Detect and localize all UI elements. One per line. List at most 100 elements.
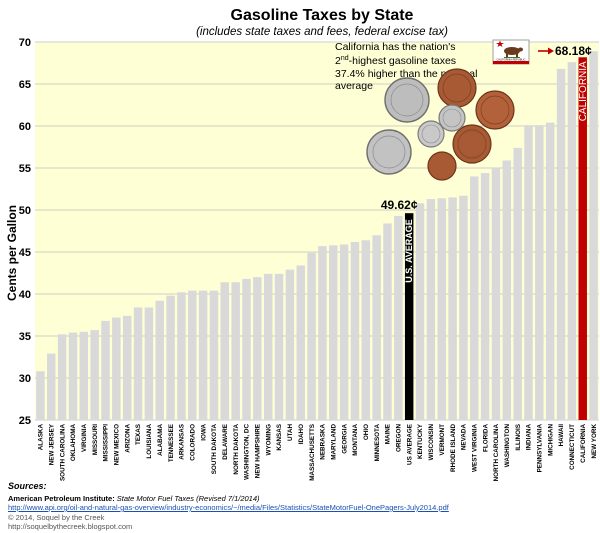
x-tick-label: IOWA	[200, 424, 207, 441]
x-tick-label: SOUTH DAKOTA	[211, 424, 218, 475]
bar-massachusetts	[307, 252, 316, 420]
x-tick-label: NORTH CAROLINA	[493, 424, 500, 482]
x-tick-label: ARKANSAS	[179, 424, 186, 460]
x-tick-label: MISSISSIPPI	[103, 424, 110, 462]
x-tick-label: CALIFORNIA	[580, 424, 587, 463]
x-tick-label: FLORIDA	[482, 424, 489, 452]
bar-missouri	[90, 330, 99, 420]
y-tick-label: 70	[19, 37, 31, 49]
y-axis-ticks: 25 30 35 40 45 50 55 60 65 70	[19, 37, 31, 427]
bar-washington-dc	[242, 278, 251, 420]
bar-illinois	[513, 147, 522, 420]
bar-virginia	[79, 331, 89, 420]
bar-colorado	[188, 290, 197, 420]
x-tick-label: WASHINGTON, DC	[244, 424, 251, 480]
y-tick-label: 40	[19, 289, 31, 301]
chart-subtitle: (includes state taxes and fees, federal …	[196, 26, 448, 38]
bar-alabama	[155, 300, 164, 420]
bar-connecticut	[567, 62, 577, 420]
y-tick-label: 65	[19, 79, 31, 91]
x-tick-label: MINNESOTA	[374, 424, 381, 462]
x-tick-label: LOUISIANA	[146, 424, 153, 459]
x-tick-label: MONTANA	[352, 424, 359, 456]
x-tick-label: MASSACHUSETTS	[309, 424, 316, 481]
x-tick-label: NEW JERSEY	[48, 423, 55, 465]
x-tick-label: TENNESSEE	[168, 424, 175, 462]
california-flag-icon: CALIFORNIA REPUBLIC	[492, 39, 530, 65]
annotation-line2: 2nd-highest gasoline taxes	[335, 55, 456, 67]
x-tick-label: OHIO	[363, 424, 370, 440]
bar-south-dakota	[209, 290, 219, 420]
x-tick-label: VERMONT	[439, 424, 446, 456]
y-tick-label: 50	[19, 205, 31, 217]
source-doc: State Motor Fuel Taxes (Revised 7/1/2014…	[116, 494, 260, 503]
x-tick-label: SOUTH CAROLINA	[59, 424, 66, 481]
nickel-icon	[384, 77, 430, 123]
bar-north-carolina	[491, 168, 501, 420]
penny-icon	[475, 90, 515, 130]
x-tick-label: NEW HAMPSHIRE	[255, 424, 262, 478]
x-tick-label: ILLINOIS	[515, 424, 522, 451]
x-tick-label: MISSOURI	[92, 424, 99, 455]
bar-arkansas	[177, 292, 186, 420]
bar-indiana	[524, 125, 533, 420]
x-tick-label: WISCONSIN	[428, 424, 435, 461]
x-tick-label: KANSAS	[276, 424, 283, 451]
x-tick-label: OKLAHOMA	[70, 424, 77, 462]
y-tick-label: 30	[19, 373, 31, 385]
bar-west-virginia	[470, 176, 479, 420]
y-axis-label: Cents per Gallon	[5, 205, 19, 301]
penny-icon	[452, 124, 492, 164]
credit: © 2014, Soquel by the Creek http://soque…	[8, 513, 132, 531]
x-tick-label: VIRGINIA	[81, 424, 88, 452]
bar-kansas	[274, 273, 284, 420]
x-tick-label: ARIZONA	[124, 424, 131, 453]
penny-icon	[437, 68, 477, 108]
bar-nevada	[459, 195, 468, 420]
bar-arizona	[122, 315, 132, 420]
bar-north-dakota	[231, 282, 240, 420]
average-value-label: 49.62¢	[381, 198, 418, 212]
x-tick-label: NEVADA	[461, 424, 468, 451]
bar-montana	[350, 241, 360, 420]
flag-text: CALIFORNIA REPUBLIC	[496, 58, 525, 62]
bar-delaware	[220, 282, 230, 420]
x-tick-label: KENTUCKY	[417, 423, 424, 459]
coins-illustration	[366, 68, 515, 181]
bar-georgia	[339, 244, 349, 420]
bar-south-carolina	[57, 334, 67, 420]
bar-nebraska	[318, 246, 327, 420]
bar-oklahoma	[68, 332, 78, 420]
quarter-icon	[366, 129, 412, 175]
annotation-line1: California has the nation's	[335, 41, 456, 53]
bar-florida	[480, 173, 490, 420]
bar-louisiana	[144, 307, 154, 420]
x-tick-label: RHODE ISLAND	[450, 424, 457, 472]
bar-new-york	[589, 51, 598, 421]
x-tick-label: NORTH DAKOTA	[233, 424, 240, 475]
y-tick-label: 55	[19, 163, 31, 175]
x-tick-label: WEST VIRGINIA	[471, 424, 478, 472]
highlight-bar-label: CALIFORNIA	[578, 61, 589, 121]
source-url-link[interactable]: http://www.api.org/oil-and-natural-gas-o…	[8, 503, 449, 512]
x-tick-label: NEW MEXICO	[114, 424, 121, 465]
bar-rhode-island	[448, 197, 457, 420]
y-tick-label: 45	[19, 247, 31, 259]
bar-minnesota	[372, 235, 381, 420]
x-tick-label: IDAHO	[298, 424, 305, 444]
highlight-value-label: 68.18¢	[555, 44, 592, 58]
sources-section: Sources: American Petroleum Institute: S…	[8, 481, 598, 512]
annotation-line4: average	[335, 80, 373, 92]
bar-alaska	[36, 371, 45, 420]
x-tick-label: MICHIGAN	[547, 424, 554, 456]
bar-iowa	[198, 290, 208, 420]
bar-pennsylvania	[535, 125, 544, 420]
y-tick-label: 35	[19, 331, 31, 343]
x-tick-label: HAWAII	[558, 424, 565, 447]
penny-icon	[427, 151, 457, 181]
chart-title: Gasoline Taxes by State	[231, 7, 414, 24]
x-axis-ticks: ALASKA NEW JERSEY SOUTH CAROLINA OKLAHOMA VI…	[38, 423, 598, 481]
bar-california	[578, 57, 587, 421]
credit-url: http://soquelbythecreek.blogspot.com	[8, 522, 133, 531]
